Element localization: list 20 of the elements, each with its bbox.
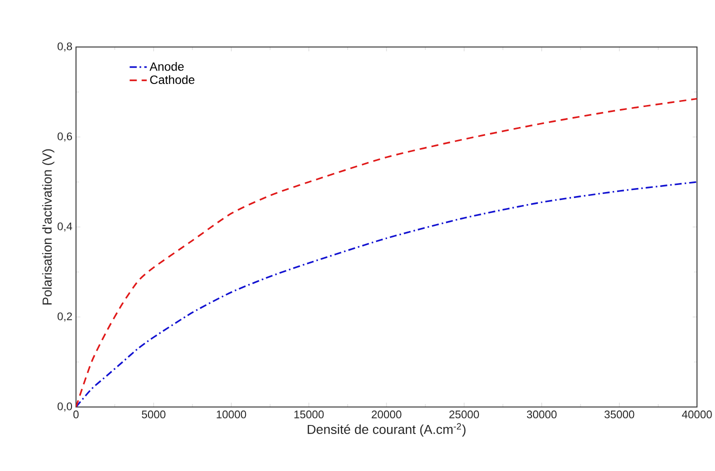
legend-label: Anode — [150, 62, 184, 71]
line-series — [76, 98, 697, 407]
x-tick-label: 15000 — [294, 410, 324, 418]
line-series — [76, 181, 697, 407]
x-tick-label: 0 — [73, 410, 79, 418]
x-tick-label: 35000 — [604, 410, 634, 418]
x-tick-label: 10000 — [216, 410, 246, 418]
y-tick-label: 0,4 — [58, 222, 72, 232]
x-tick-label: 25000 — [449, 410, 479, 418]
y-tick-label: 0,0 — [58, 402, 72, 412]
y-tick-label: 0,6 — [58, 132, 72, 142]
y-axis-title: Polarisation d'activation (V) — [42, 149, 54, 304]
y-tick-label: 0,2 — [58, 312, 72, 322]
x-tick-label: 5000 — [142, 410, 166, 418]
x-axis-title: Densité de courant (A.cm$^{-2}$) — [308, 423, 466, 437]
x-tick-label: 40000 — [682, 410, 712, 418]
y-tick-label: 0,8 — [58, 42, 72, 52]
x-tick-label: 30000 — [526, 410, 557, 418]
legend-label: Cathode — [150, 75, 194, 84]
x-tick-label: 20000 — [372, 410, 402, 418]
